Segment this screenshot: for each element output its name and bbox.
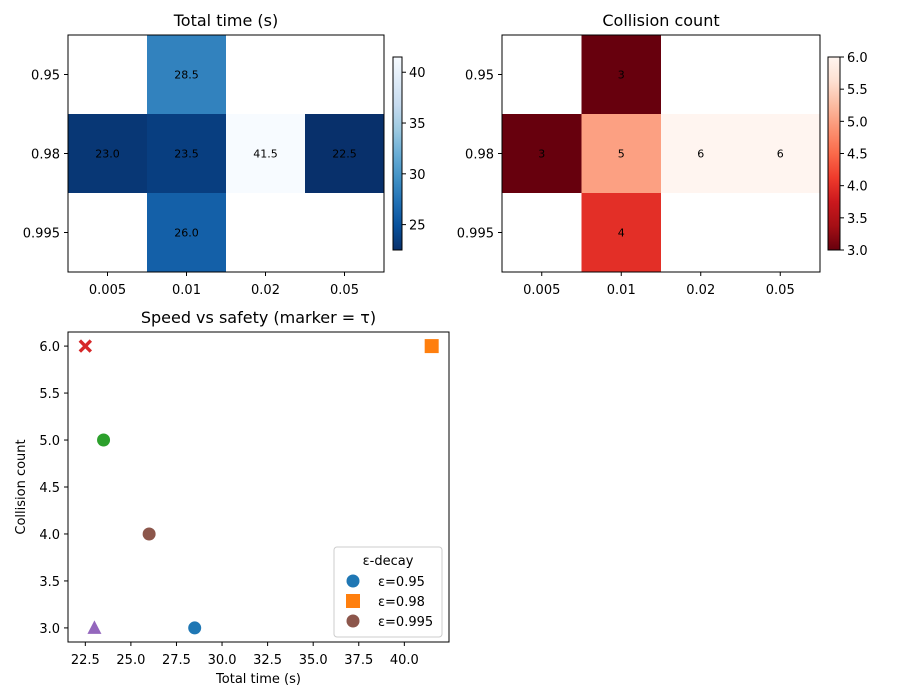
heatmap-cell — [661, 114, 741, 193]
cell-value-label: 3 — [538, 148, 545, 161]
x-tick-label: 0.005 — [523, 283, 560, 298]
scatter-title: Speed vs safety (marker = τ) — [141, 308, 376, 327]
legend-box — [333, 546, 443, 638]
y-tick-label: 0.98 — [465, 148, 494, 163]
x-tick-label: 32.5 — [253, 653, 282, 668]
y-tick-label: 4.5 — [39, 481, 60, 496]
cell-value-label: 6 — [697, 148, 704, 161]
x-tick-label: 25.0 — [116, 653, 145, 668]
heatmap-title: Total time (s) — [173, 11, 279, 30]
colorbar-tick-label: 5.0 — [847, 115, 868, 130]
y-axis-label: Collision count — [14, 439, 29, 534]
x-tick-label: 0.05 — [330, 283, 359, 298]
colorbar-tick-label: 4.5 — [847, 148, 868, 163]
x-tick-label: 35.0 — [299, 653, 328, 668]
heatmap-cell — [581, 114, 661, 193]
legend-marker — [346, 614, 360, 628]
legend-entry-label: ε=0.95 — [378, 575, 425, 590]
y-tick-label: 6.0 — [39, 340, 60, 355]
colorbar-tick-label: 6.0 — [847, 51, 868, 66]
y-tick-label: 5.5 — [39, 387, 60, 402]
colorbar-tick-label: 35 — [409, 117, 426, 132]
y-tick-label: 5.0 — [39, 434, 60, 449]
heatmap-cell — [68, 114, 147, 193]
colorbar-tick-label: 3.5 — [847, 212, 868, 227]
heatmap-cell — [147, 193, 226, 272]
colorbar-tick-label: 4.0 — [847, 180, 868, 195]
y-tick-label: 0.995 — [457, 227, 494, 242]
heatmap-cell — [147, 114, 226, 193]
legend-marker — [346, 594, 360, 608]
cell-value-label: 3 — [618, 69, 625, 82]
colorbar — [827, 56, 841, 251]
legend-entry-label: ε=0.98 — [378, 595, 425, 610]
heatmap-cell — [740, 114, 820, 193]
y-tick-label: 0.995 — [23, 227, 60, 242]
x-tick-label: 0.005 — [89, 283, 126, 298]
x-tick-label: 0.01 — [607, 283, 636, 298]
scatter-point — [188, 621, 202, 635]
cell-value-label: 6 — [777, 148, 784, 161]
y-tick-label: 3.0 — [39, 622, 60, 637]
cell-value-label: 26.0 — [174, 227, 199, 240]
x-tick-label: 22.5 — [71, 653, 100, 668]
heatmap-cell — [502, 114, 582, 193]
heatmap-cell — [305, 114, 384, 193]
y-tick-label: 0.95 — [465, 69, 494, 84]
cell-value-label: 41.5 — [253, 148, 278, 161]
scatter-point — [97, 433, 111, 447]
heatmap-cell — [581, 193, 661, 272]
cell-value-label: 23.5 — [174, 148, 199, 161]
cell-value-label: 4 — [618, 227, 625, 240]
x-tick-label: 40.0 — [390, 653, 419, 668]
colorbar-tick-label: 25 — [409, 219, 426, 234]
x-tick-label: 30.0 — [208, 653, 237, 668]
colorbar-tick-label: 5.5 — [847, 83, 868, 98]
y-tick-label: 0.98 — [31, 148, 60, 163]
heatmap-title: Collision count — [602, 11, 719, 30]
scatter-point — [87, 620, 102, 634]
colorbar-tick-label: 40 — [409, 66, 426, 81]
colorbar-tick-label: 30 — [409, 168, 426, 183]
scatter-point — [142, 527, 156, 541]
heatmap-cell — [147, 35, 226, 114]
legend-marker — [346, 574, 360, 588]
x-tick-label: 0.01 — [172, 283, 201, 298]
legend-entry-label: ε=0.995 — [378, 615, 433, 630]
scatter-point — [78, 339, 93, 353]
x-tick-label: 27.5 — [162, 653, 191, 668]
colorbar-tick-label: 3.0 — [847, 244, 868, 259]
x-tick-label: 37.5 — [344, 653, 373, 668]
cell-value-label: 28.5 — [174, 69, 199, 82]
scatter-point — [424, 339, 439, 354]
cell-value-label: 23.0 — [95, 148, 120, 161]
colorbar — [392, 56, 403, 251]
cell-value-label: 5 — [618, 148, 625, 161]
x-tick-label: 0.05 — [766, 283, 795, 298]
heatmap-cell — [581, 35, 661, 114]
legend-title: ε-decay — [363, 554, 414, 569]
y-tick-label: 3.5 — [39, 575, 60, 590]
cell-value-label: 22.5 — [332, 148, 357, 161]
x-tick-label: 0.02 — [686, 283, 715, 298]
x-axis-label: Total time (s) — [215, 672, 301, 687]
heatmap-cell — [226, 114, 305, 193]
x-tick-label: 0.02 — [251, 283, 280, 298]
y-tick-label: 4.0 — [39, 528, 60, 543]
y-tick-label: 0.95 — [31, 69, 60, 84]
